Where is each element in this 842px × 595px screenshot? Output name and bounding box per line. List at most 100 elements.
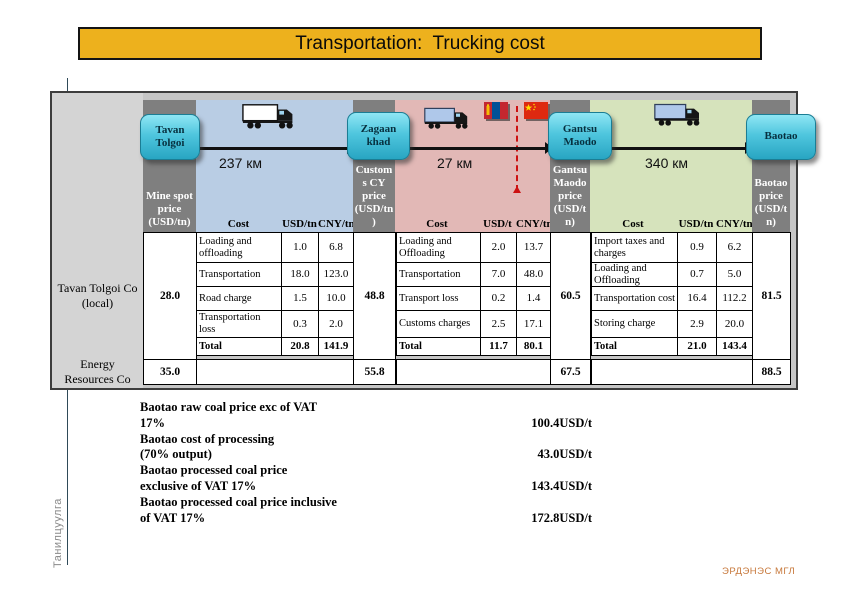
cost-table-segment-2: Loading and Offloading 2.0 13.7 Transpor… [396, 232, 551, 356]
mongolia-flag-icon [484, 102, 508, 119]
cost-cny-value: 20.0 [717, 311, 752, 338]
cost-usd-value: 1.5 [282, 287, 319, 311]
summary-label: Baotao processed coal price inclusive of… [140, 494, 337, 525]
cost-cny-value: 112.2 [717, 287, 752, 311]
cost-item-label: Loading and offloading [197, 233, 282, 263]
segment-band-green: Cost USD/tn CNY/tn [590, 100, 753, 232]
cny-header: CNY/tn [516, 218, 553, 230]
cost-cny-value: 2.0 [319, 311, 353, 338]
cost-usd-value: 2.9 [678, 311, 717, 338]
cost-header: Cost [227, 218, 250, 230]
price-cell-gantsu: 60.5 [550, 232, 591, 360]
price-cell-baotao-2: 88.5 [752, 359, 791, 385]
cost-item-label: Transportation loss [197, 311, 282, 338]
summary-label: Baotao raw coal price exc of VAT 17% [140, 400, 318, 430]
cost-cny-value: 5.0 [717, 263, 752, 287]
cost-usd-value: 0.2 [481, 287, 517, 311]
summary-value: 172.8USD/t [531, 510, 592, 525]
price-cell-baotao: 81.5 [752, 232, 791, 360]
truck-icon [654, 103, 700, 126]
cost-total-usd: 21.0 [678, 338, 717, 355]
cost-usd-value: 0.3 [282, 311, 319, 338]
cost-total-usd: 20.8 [282, 338, 319, 355]
cost-cny-value: 17.1 [517, 311, 550, 338]
cost-item-label: Loading and Offloading [397, 233, 481, 263]
summary-label: Baotao processed coal price exclusive of… [140, 463, 288, 493]
cost-total-label: Total [197, 338, 282, 355]
price-band-unit: (USD/tn) [354, 203, 394, 229]
cost-total-cny: 80.1 [523, 340, 544, 353]
cost-item-label: Storing charge [592, 311, 678, 338]
cost-total-usd: 11.7 [481, 338, 517, 355]
cost-header: Cost [622, 218, 644, 230]
node-baotao: Baotao [746, 114, 816, 160]
price-cell-mine-spot: 28.0 [143, 232, 197, 360]
cost-item-label: Customs charges [397, 311, 481, 338]
usd-header: USD/tn [678, 218, 714, 230]
segment-band-pink: Cost USD/t CNY/tn [395, 100, 553, 232]
empty-cost-cell [591, 359, 753, 385]
usd-header: USD/tn [282, 218, 317, 230]
china-flag-icon [524, 102, 548, 119]
cost-total-cny: 141.9 [323, 340, 349, 353]
route-arrow-1 [198, 142, 355, 154]
price-band-title: Baotao price [754, 177, 788, 203]
cost-item-label: Import taxes and charges [592, 233, 678, 263]
price-summary: Baotao raw coal price exc of VAT 17% 100… [140, 400, 592, 526]
route-arrow-3 [612, 142, 753, 154]
usd-header: USD/t [483, 218, 512, 230]
cost-total-label: Total [397, 338, 481, 355]
price-band-unit: (USD/tn) [754, 203, 788, 229]
company-row-label: Energy Resources Co [64, 356, 131, 386]
truck-icon [242, 104, 293, 129]
company-row-label: Tavan Tolgoi Co (local) [57, 280, 138, 310]
cost-usd-value: 2.5 [481, 311, 517, 338]
summary-row: Baotao raw coal price exc of VAT 17% 100… [140, 400, 592, 432]
brand-label: ЭРДЭНЭС МГЛ [722, 566, 796, 577]
vertical-side-label: Танилцуулга [52, 498, 64, 568]
price-band-title: Mine spot price [146, 190, 193, 216]
cost-usd-value: 18.0 [282, 263, 319, 287]
node-tavan-tolgoi: Tavan Tolgoi [140, 114, 200, 160]
cost-usd-value: 2.0 [481, 233, 517, 263]
truck-icon [424, 107, 468, 129]
cost-cny-value: 48.0 [517, 263, 550, 287]
distance-label-2: 27 км [437, 155, 473, 171]
cost-usd-value: 16.4 [678, 287, 717, 311]
cost-table-segment-1: Loading and offloading 1.0 6.8 Transport… [196, 232, 354, 356]
price-cell-gantsu-2: 67.5 [550, 359, 591, 385]
node-gantsu-maodo: Gantsu Maodo [548, 112, 612, 160]
cny-header: CNY/tn [716, 218, 753, 230]
cost-cny-value: 13.7 [517, 233, 550, 263]
price-band-title: Gantsu Maodo price [552, 164, 588, 203]
summary-row: Baotao processed coal price exclusive of… [140, 463, 592, 495]
summary-label: Baotao cost of processing (70% output) [140, 431, 275, 462]
cost-total-cny: 143.4 [722, 340, 747, 353]
cost-item-label: Loading and Offloading [592, 263, 678, 287]
cost-cny-value: 6.8 [319, 233, 353, 263]
cost-total-label: Total [592, 338, 678, 355]
cost-item-label: Road charge [197, 287, 282, 311]
company-label-strip [52, 93, 143, 388]
empty-cost-cell [196, 359, 354, 385]
cost-cny-value: 123.0 [319, 263, 353, 287]
cost-header: Cost [426, 218, 448, 230]
distance-label-1: 237 км [219, 155, 262, 171]
price-cell-customs-cy-2: 55.8 [353, 359, 396, 385]
price-band-title: Customs CY price [355, 164, 393, 203]
summary-value: 143.4USD/t [531, 478, 592, 493]
cost-cny-value: 6.2 [717, 233, 752, 263]
cost-item-label: Transportation [397, 263, 481, 287]
price-band-unit: (USD/tn) [148, 216, 191, 229]
cost-usd-value: 7.0 [481, 263, 517, 287]
cost-item-label: Transportation cost [592, 287, 678, 311]
cost-item-label: Transportation [197, 263, 282, 287]
cost-usd-value: 1.0 [282, 233, 319, 263]
cost-cny-value: 1.4 [517, 287, 550, 311]
cny-header: CNY/tn [318, 218, 355, 230]
summary-value: 100.4USD/t [531, 415, 592, 430]
summary-value: 43.0USD/t [537, 447, 592, 462]
cost-item-label: Transport loss [397, 287, 481, 311]
cost-diagram-board: Mine spot price (USD/tn) Cost USD/tn CNY… [50, 91, 816, 390]
